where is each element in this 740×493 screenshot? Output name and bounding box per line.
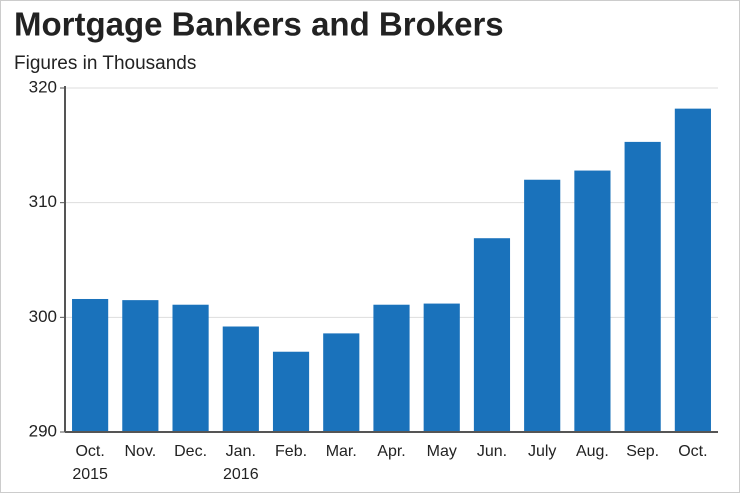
x-tick-label: Aug. <box>576 443 609 460</box>
bar <box>423 303 460 432</box>
bar <box>524 179 561 432</box>
bar <box>624 141 661 433</box>
chart-title: Mortgage Bankers and Brokers <box>14 6 504 43</box>
bar <box>473 238 511 432</box>
x-tick-label: Jan. <box>226 443 256 460</box>
x-tick-label: Oct. <box>678 443 707 460</box>
bar <box>373 304 410 432</box>
x-tick-sublabel: 2015 <box>72 466 108 483</box>
x-tick-label: Feb. <box>275 443 307 460</box>
x-tick-label: July <box>528 443 556 460</box>
x-tick-label: Nov. <box>124 443 156 460</box>
bar <box>674 108 711 432</box>
bar <box>272 351 310 432</box>
bar <box>122 300 159 432</box>
y-tick-label: 320 <box>29 77 57 96</box>
chart-subtitle: Figures in Thousands <box>14 53 196 74</box>
bar <box>323 333 360 432</box>
x-tick-label: Oct. <box>75 443 104 460</box>
bar <box>222 326 259 432</box>
x-tick-label: May <box>427 443 457 460</box>
x-tick-sublabel: 2016 <box>223 466 259 483</box>
bar <box>72 298 109 432</box>
x-tick-label: Jun. <box>477 443 507 460</box>
x-tick-label: Dec. <box>174 443 207 460</box>
y-tick-label: 290 <box>29 421 57 440</box>
y-tick-label: 300 <box>29 307 57 326</box>
bar <box>574 170 611 432</box>
x-tick-label: Mar. <box>326 443 357 460</box>
bar <box>172 304 209 432</box>
y-tick-label: 310 <box>29 192 57 211</box>
x-tick-label: Apr. <box>377 443 405 460</box>
x-tick-label: Sep. <box>626 443 659 460</box>
